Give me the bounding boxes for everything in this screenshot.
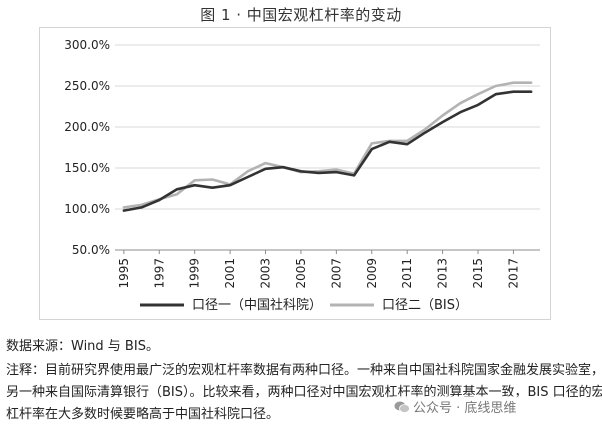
x-tick-label: 1995 (117, 258, 131, 289)
y-tick-label: 300.0% (64, 38, 110, 52)
note-line-1: 注释：目前研究界使用最广泛的宏观杠杆率数据有两种口径。一种来自中国社科院国家金融… (6, 363, 602, 378)
x-tick-label: 2009 (365, 258, 379, 289)
x-tick-label: 2007 (329, 258, 343, 289)
chart-frame: 50.0% 100.0% 150.0% 200.0% 250.0% 300.0% 1995 1… (39, 27, 551, 320)
x-tick-label: 1999 (188, 258, 202, 289)
watermark-text: 公众号 · 底线思维 (413, 401, 517, 416)
wechat-icon (394, 401, 410, 413)
x-tick-label: 2003 (259, 258, 273, 289)
y-tick-label: 150.0% (64, 161, 110, 175)
y-tick-label: 250.0% (64, 79, 110, 93)
y-tick-label: 200.0% (64, 120, 110, 134)
legend-label-2: 口径二（BIS） (382, 298, 468, 313)
y-tick-label: 50.0% (72, 243, 110, 257)
note-line-3: 杠杆率在大多数时候要略高于中国社科院口径。 (6, 407, 280, 422)
watermark: 公众号 · 底线思维 (391, 396, 520, 417)
legend-label-1: 口径一（中国社科院） (192, 297, 322, 313)
x-tick-label: 2017 (506, 258, 520, 289)
x-tick-label: 1997 (152, 258, 166, 289)
figure-title: 图 1 · 中国宏观杠杆率的变动 (200, 6, 402, 24)
series-line-1 (122, 90, 533, 212)
x-tick-label: 2015 (471, 258, 485, 289)
y-tick-label: 100.0% (64, 202, 110, 216)
series-line-2 (122, 81, 533, 209)
x-tick-label: 2001 (223, 258, 237, 289)
data-source-text: 数据来源：Wind 与 BIS。 (6, 339, 159, 354)
x-tick-label: 2011 (400, 258, 414, 289)
line-chart: 50.0% 100.0% 150.0% 200.0% 250.0% 300.0% 1995 1… (64, 38, 540, 313)
x-tick-label: 2013 (436, 258, 450, 289)
x-tick-label: 2005 (294, 258, 308, 289)
